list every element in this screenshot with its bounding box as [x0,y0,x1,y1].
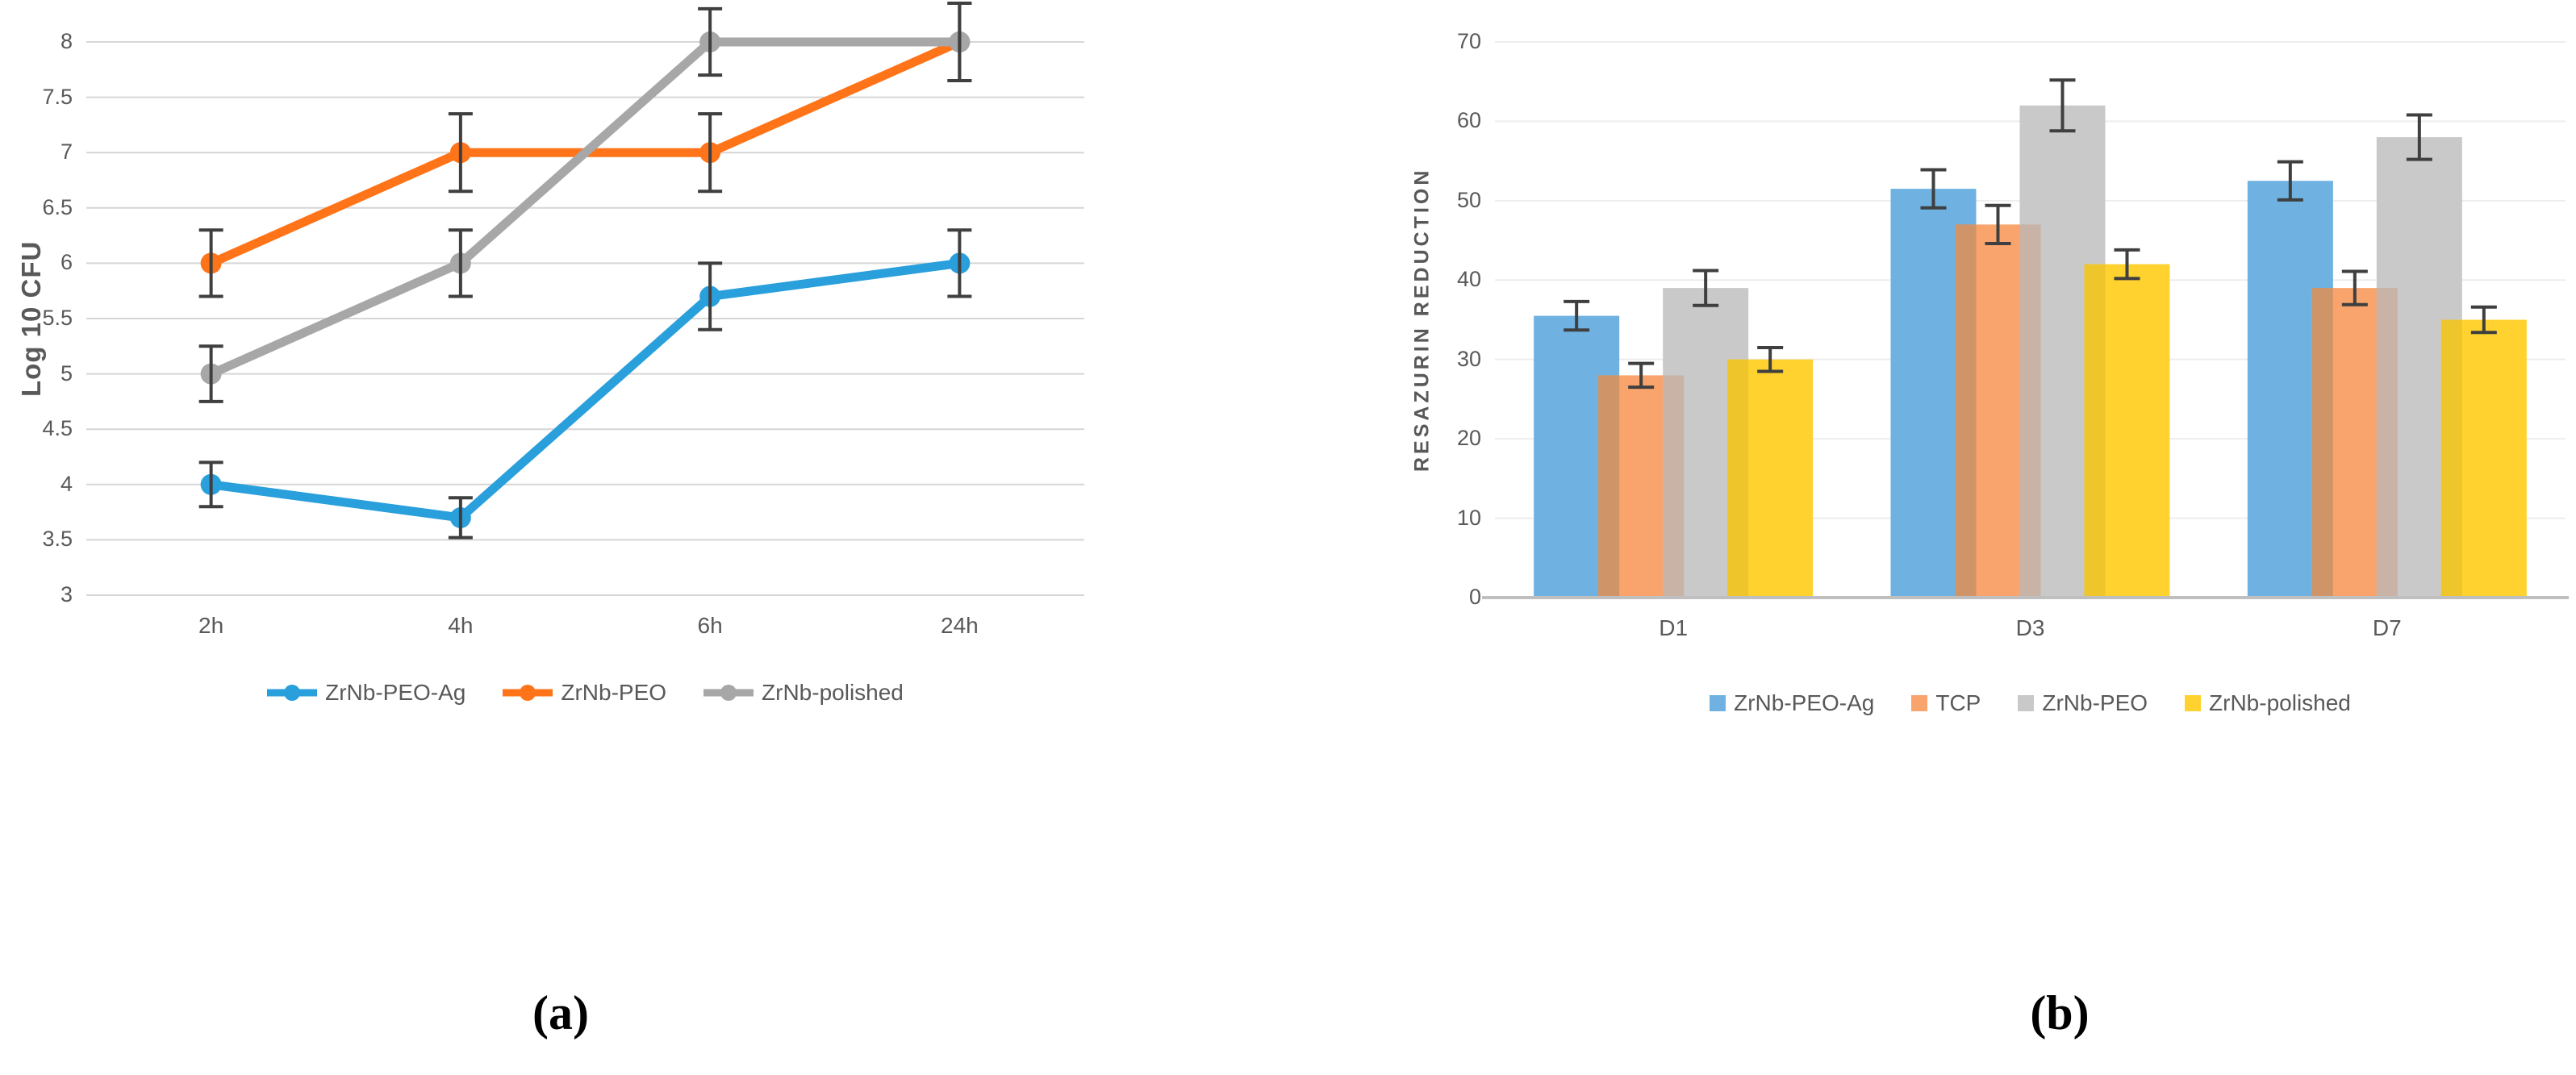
line-chart-plot-area: 8 7.5 7 6.5 6 5.5 5 4.5 4 3.5 3 2h 4h 6h 24h [42,1,1084,638]
legend-item-ZrNb-PEO-Ag: ZrNb-PEO-Ag [1710,690,1874,716]
legend-swatch [2018,695,2035,711]
bar-overlap-shade [2376,288,2398,598]
legend-line-marker [703,685,754,701]
y-tick-label: 0 [1468,585,1481,609]
y-tick-label: 40 [1456,267,1481,292]
legend-item-ZrNb-PEO: ZrNb-PEO [2018,690,2148,716]
y-tick-label: 3 [60,582,73,606]
bar-overlap-shade [1663,375,1685,598]
y-tick-label: 60 [1456,108,1481,133]
x-category-label: 6h [697,613,723,638]
line-chart-legend: ZrNb-PEO-Ag ZrNb-PEO ZrNb-polished [86,680,1084,706]
x-axis-line [1482,596,2569,599]
bar-chart-plot-area: 70 60 50 40 30 20 10 0 D1 D3 D7 [1457,31,2569,640]
bar-chart-legend: ZrNb-PEO-Ag TCP ZrNb-PEO ZrNb-polished [1495,690,2566,716]
bar-overlap-shade [1598,375,1620,598]
series-line [207,258,964,523]
bar-chart-canvas [1482,41,2569,599]
legend-dot [720,685,737,701]
legend-item-ZrNb-PEO-Ag: ZrNb-PEO-Ag [267,680,466,706]
y-tick-label: 50 [1456,187,1481,212]
y-tick-label: 70 [1456,29,1481,53]
y-tick-label: 20 [1456,426,1481,451]
legend-label: ZrNb-PEO-Ag [325,680,466,705]
bar-overlap-shade [1955,224,1977,598]
y-tick-label: 4 [60,471,73,496]
bar-overlap-shade [2019,224,2041,598]
y-tick-label: 4.5 [42,416,73,441]
x-category-label: D7 [2372,615,2402,640]
legend-line-marker [503,685,553,701]
legend-item-TCP: TCP [1911,690,1981,716]
legend-dot [520,685,536,701]
legend-label: TCP [1935,690,1981,715]
y-tick-label: 10 [1456,505,1481,530]
y-tick-label: 7 [60,140,73,165]
series-line [207,37,964,379]
caption-a: (a) [532,986,589,1040]
y-tick-label: 30 [1456,346,1481,371]
line-chart-canvas [86,1,1084,596]
legend-line-marker [267,685,318,701]
x-category-label: 4h [448,613,474,638]
legend-item-ZrNb-polished: ZrNb-polished [2185,690,2351,716]
legend-label: ZrNb-PEO [561,680,667,705]
x-category-label: D1 [1659,615,1689,640]
y-tick-label: 6 [60,250,73,275]
y-tick-label: 3.5 [42,527,73,552]
bar-overlap-shade [2311,288,2333,598]
legend-label: ZrNb-PEO-Ag [1734,690,1875,715]
y-tick-label: 5.5 [42,306,73,330]
legend-item-ZrNb-polished: ZrNb-polished [703,680,904,706]
y-tick-label: 7.5 [42,84,73,109]
legend-swatch [1911,695,1928,711]
legend-swatch [2185,695,2202,711]
caption-b: (b) [2030,986,2090,1040]
legend-label: ZrNb-PEO [2042,690,2148,715]
bar-overlap-shade [2084,264,2106,598]
legend-label: ZrNb-polished [2209,690,2351,715]
legend-item-ZrNb-PEO: ZrNb-PEO [503,680,666,706]
bar-overlap-shade [1727,359,1749,598]
legend-label: ZrNb-polished [762,680,904,705]
bar-overlap-shade [2440,319,2462,598]
legend-dot [284,685,301,701]
y-tick-label: 5 [60,360,73,385]
y-tick-label: 8 [60,29,73,53]
x-category-label: 2h [198,613,224,638]
x-category-label: D3 [2015,615,2045,640]
legend-swatch [1710,695,1726,711]
y-tick-label: 6.5 [42,194,73,219]
x-category-label: 24h [941,613,979,638]
